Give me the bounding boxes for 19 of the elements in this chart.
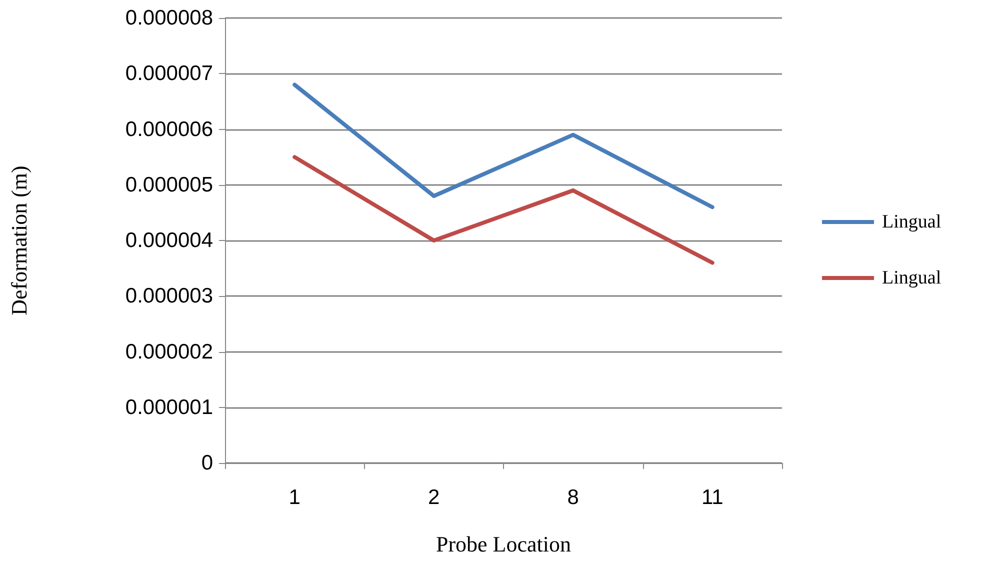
y-tick-label: 0.000004 xyxy=(125,229,214,252)
legend-label: Lingual xyxy=(882,212,942,232)
y-axis-title: Deformation (m) xyxy=(6,166,32,316)
x-axis-title: Probe Location xyxy=(436,532,572,556)
y-tick-label: 0.000005 xyxy=(125,173,213,196)
y-tick-label: 0.000007 xyxy=(125,62,213,86)
x-tick-label: 2 xyxy=(428,486,440,509)
x-tick-label: 1 xyxy=(288,486,300,509)
y-tick-label: 0.000003 xyxy=(125,284,213,308)
legend-label: Lingual xyxy=(882,268,942,288)
x-tick-label: 11 xyxy=(701,486,724,509)
line-series xyxy=(292,82,714,210)
y-tick-label: 0.000001 xyxy=(125,396,213,419)
line-series xyxy=(292,155,714,265)
x-tick-label: 8 xyxy=(567,486,579,509)
y-tick-label: 0.000008 xyxy=(125,6,213,30)
y-tick-label: 0.000006 xyxy=(125,118,213,141)
y-tick-label: 0.000002 xyxy=(125,340,213,364)
y-tick-label: 0 xyxy=(201,452,213,474)
